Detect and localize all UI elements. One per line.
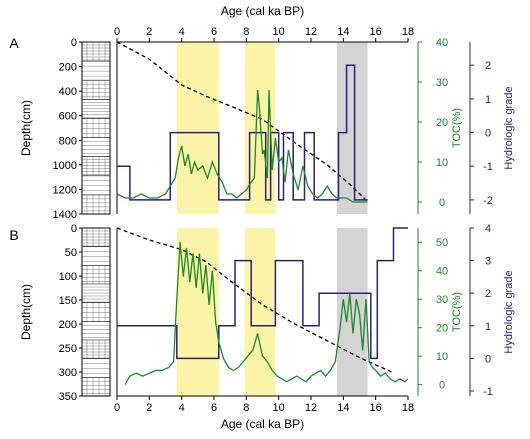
- panel-a-shaded-interval-1: [176, 42, 219, 214]
- panel-a-toc-axis-title: TOC(%): [451, 108, 463, 148]
- panel-b-hydro-tick-label: 3: [485, 256, 491, 268]
- panel-a-hydro-tick-label: 2: [485, 60, 491, 72]
- panel-a-age-tick-label: 6: [211, 26, 217, 38]
- panel-b-depth-tick-label: 350: [59, 391, 77, 403]
- panel-a-lithology-column: [81, 41, 111, 215]
- panel-b-toc-tick-label: 0: [439, 380, 445, 392]
- panel-b-toc-tick-label: 30: [436, 294, 448, 306]
- panel-a-series-hydrologic-grade: [117, 64, 368, 201]
- panel-a-depth-axis-title: Depth(cm): [19, 100, 33, 156]
- panel-b-age-tick-label: 2: [146, 402, 152, 414]
- panel-a-toc-tick-label: 10: [436, 157, 448, 169]
- panel-a-hydro-tick-label: 1: [485, 94, 491, 106]
- panel-label-a: A: [9, 35, 19, 51]
- panel-b-hydro-tick-label: -1: [483, 386, 493, 398]
- panel-a-depth-tick-label: 800: [59, 135, 77, 147]
- panel-b-age-tick-label: 14: [337, 402, 349, 414]
- panel-b-hydro-tick-label: 0: [485, 353, 491, 365]
- panel-b-depth-tick-label: 50: [65, 247, 77, 259]
- panel-b-toc-tick-label: 20: [436, 323, 448, 335]
- panel-b-lithology-frame: [81, 227, 111, 397]
- panel-b-age-tick-label: 0: [114, 402, 120, 414]
- panel-b-hydro-tick-label: 1: [485, 321, 491, 333]
- panel-b-toc-tick-label: 50: [436, 237, 448, 249]
- panel-a-age-tick-label: 12: [305, 26, 317, 38]
- panel-b-toc-tick-label: 40: [436, 266, 448, 278]
- panel-label-b: B: [9, 227, 18, 243]
- panel-a-shaded-interval-3: [336, 42, 368, 214]
- panel-b-age-tick-label: 10: [273, 402, 285, 414]
- panel-a-depth-tick-label: 200: [59, 62, 77, 74]
- panel-a-depth-tick-label: 400: [59, 86, 77, 98]
- panel-a-series-age-depth: [116, 41, 369, 203]
- panel-b-toc-axis-title: TOC(%): [451, 292, 463, 332]
- panel-a-age-axis-title: Age (cal ka BP): [221, 4, 304, 18]
- panel-a-lithology-frame: [81, 41, 111, 215]
- panel-a-depth-tick-label: 600: [59, 111, 77, 123]
- panel-b-lithology-column: [81, 227, 111, 397]
- panel-a-hydro-tick-label: -1: [483, 161, 493, 173]
- panel-b-hydro-tick-label: 4: [485, 223, 491, 235]
- panel-b-hydro-tick-label: 2: [485, 288, 491, 300]
- panel-b-depth-axis-title: Depth(cm): [19, 284, 33, 340]
- panel-a-series-toc: [116, 89, 368, 203]
- panel-a-toc-tick-label: 20: [436, 117, 448, 129]
- panel-a-depth-tick-label: 1200: [53, 184, 77, 196]
- panel-a-age-tick-label: 8: [243, 26, 249, 38]
- panel-a-age-tick-label: 18: [402, 26, 414, 38]
- panel-b-age-tick-label: 16: [370, 402, 382, 414]
- panel-a-toc-tick-label: 0: [439, 197, 445, 209]
- panel-a-hydro-tick-label: -2: [483, 195, 493, 207]
- panel-b-series-hydrologic-grade: [117, 227, 408, 360]
- panel-a-age-tick-label: 0: [114, 26, 120, 38]
- panel-a-age-tick-label: 10: [273, 26, 285, 38]
- panel-a-toc-tick-label: 40: [436, 37, 448, 49]
- panel-b-age-tick-label: 12: [305, 402, 317, 414]
- panel-b-age-tick-label: 18: [402, 402, 414, 414]
- panel-b-series-age-depth: [116, 227, 393, 373]
- panel-b-toc-tick-label: 10: [436, 351, 448, 363]
- panel-a-depth-tick-label: 1000: [53, 160, 77, 172]
- panel-a-age-tick-label: 16: [370, 26, 382, 38]
- panel-a-hydro-tick-label: 0: [485, 128, 491, 140]
- panel-a-age-tick-label: 2: [146, 26, 152, 38]
- panel-b-hydro-axis-title: Hydrologic grade: [503, 270, 515, 353]
- panel-b-depth-tick-label: 100: [59, 271, 77, 283]
- panel-b-age-axis-title: Age (cal ka BP): [221, 417, 304, 431]
- panel-b-shaded-interval-2: [244, 228, 276, 396]
- panel-a-depth-tick-label: 1400: [53, 209, 77, 221]
- panel-b-depth-tick-label: 150: [59, 295, 77, 307]
- panel-a-age-tick-label: 4: [179, 26, 185, 38]
- panel-b-age-tick-label: 8: [243, 402, 249, 414]
- panel-b-age-tick-label: 6: [211, 402, 217, 414]
- panel-b-depth-tick-label: 200: [59, 319, 77, 331]
- panel-a-age-tick-label: 14: [337, 26, 349, 38]
- panel-a-depth-tick-label: 0: [71, 37, 77, 49]
- panel-b-depth-tick-label: 250: [59, 343, 77, 355]
- panel-b-age-tick-label: 4: [179, 402, 185, 414]
- panel-b-series-toc: [124, 242, 409, 385]
- panel-a-toc-tick-label: 30: [436, 77, 448, 89]
- panel-b-depth-tick-label: 300: [59, 367, 77, 379]
- panel-b-depth-tick-label: 0: [71, 223, 77, 235]
- panel-a-hydro-axis-title: Hydrologic grade: [503, 86, 515, 169]
- panel-b-shaded-interval-1: [176, 228, 219, 396]
